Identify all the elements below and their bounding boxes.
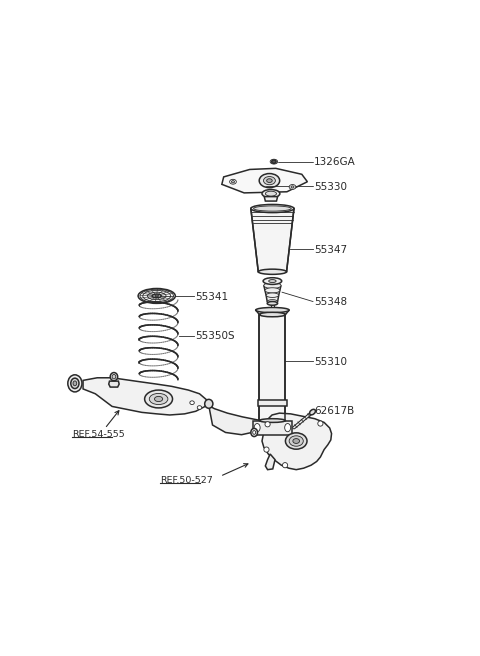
Ellipse shape [112, 375, 116, 379]
Ellipse shape [259, 174, 280, 188]
Polygon shape [209, 405, 265, 435]
Polygon shape [259, 314, 286, 420]
Text: 55350S: 55350S [195, 331, 235, 342]
Ellipse shape [291, 186, 294, 188]
Ellipse shape [155, 396, 163, 401]
Ellipse shape [259, 312, 286, 317]
Ellipse shape [68, 375, 82, 392]
Polygon shape [262, 413, 332, 470]
Polygon shape [258, 400, 288, 405]
Ellipse shape [267, 302, 277, 305]
Ellipse shape [252, 430, 256, 434]
Ellipse shape [267, 178, 272, 182]
Ellipse shape [254, 424, 260, 432]
Ellipse shape [318, 421, 323, 426]
Ellipse shape [138, 289, 175, 303]
Text: 55348: 55348 [314, 297, 347, 307]
Text: REF.54-555: REF.54-555 [72, 430, 125, 440]
Polygon shape [265, 454, 275, 470]
Ellipse shape [155, 295, 158, 297]
Text: 1326GA: 1326GA [314, 157, 356, 167]
Ellipse shape [263, 277, 282, 285]
Ellipse shape [149, 394, 168, 405]
Text: 55347: 55347 [314, 245, 347, 255]
Ellipse shape [204, 400, 213, 408]
Ellipse shape [144, 390, 172, 408]
Ellipse shape [289, 184, 296, 190]
Ellipse shape [265, 422, 270, 427]
Ellipse shape [293, 439, 300, 443]
Text: 55341: 55341 [195, 292, 228, 302]
Ellipse shape [286, 433, 307, 449]
Ellipse shape [310, 409, 315, 415]
Text: 55330: 55330 [314, 182, 347, 192]
Ellipse shape [229, 179, 236, 184]
Ellipse shape [265, 191, 276, 196]
Ellipse shape [266, 293, 279, 297]
Ellipse shape [259, 419, 286, 422]
Ellipse shape [152, 294, 161, 298]
Ellipse shape [110, 373, 118, 380]
Polygon shape [251, 209, 294, 272]
Ellipse shape [71, 378, 79, 388]
Ellipse shape [285, 424, 290, 432]
Text: 62618B: 62618B [258, 420, 299, 431]
Ellipse shape [256, 308, 289, 313]
Polygon shape [222, 169, 307, 193]
Ellipse shape [251, 428, 258, 436]
Ellipse shape [197, 405, 202, 409]
Polygon shape [256, 310, 289, 314]
Ellipse shape [269, 279, 276, 283]
Ellipse shape [253, 206, 291, 211]
Text: REF.50-527: REF.50-527 [160, 476, 213, 485]
Ellipse shape [258, 269, 287, 274]
Polygon shape [252, 420, 292, 435]
Text: 62617B: 62617B [314, 406, 354, 416]
Polygon shape [109, 381, 119, 387]
Ellipse shape [264, 283, 281, 289]
Ellipse shape [251, 205, 294, 213]
Ellipse shape [265, 288, 280, 293]
Ellipse shape [73, 381, 77, 386]
Ellipse shape [272, 160, 276, 163]
Polygon shape [264, 285, 281, 302]
Ellipse shape [267, 300, 277, 303]
Polygon shape [83, 378, 207, 415]
Ellipse shape [264, 176, 276, 185]
Ellipse shape [282, 462, 288, 468]
Ellipse shape [190, 401, 194, 405]
Ellipse shape [262, 190, 280, 197]
Text: 55310: 55310 [314, 357, 347, 367]
Polygon shape [264, 197, 277, 201]
Ellipse shape [289, 436, 303, 446]
Ellipse shape [264, 447, 269, 452]
Ellipse shape [231, 180, 234, 183]
